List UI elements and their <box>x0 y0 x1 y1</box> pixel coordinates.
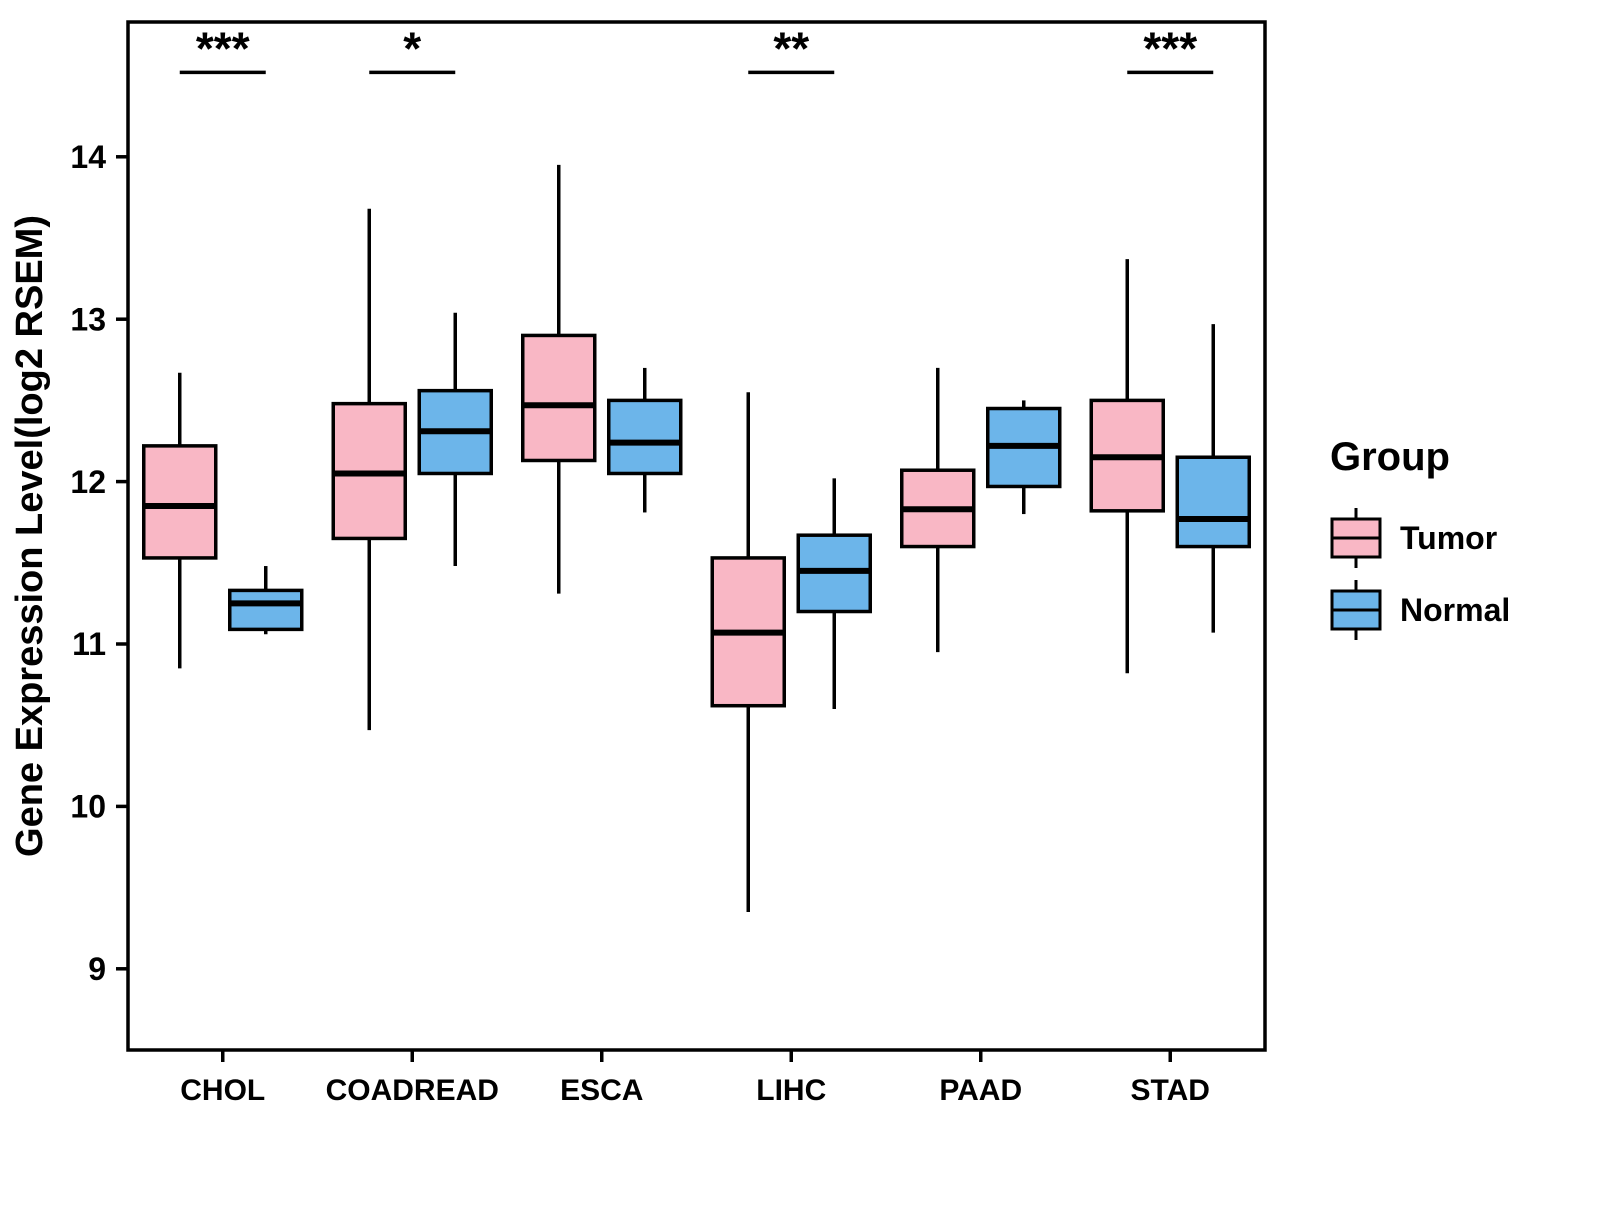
boxplot-normal-esca <box>607 367 683 513</box>
boxplot-tumor-stad <box>1089 259 1165 674</box>
boxplot-normal-paad <box>986 400 1062 515</box>
x-tick-label-chol: CHOL <box>180 1074 265 1107</box>
legend-label-tumor: Tumor <box>1400 520 1497 556</box>
boxplot-tumor-esca <box>521 164 597 594</box>
boxplot-normal-chol <box>228 566 304 635</box>
boxplot-tumor-coadread <box>331 208 407 731</box>
legend-title: Group <box>1330 435 1450 479</box>
x-tick-label-lihc: LIHC <box>756 1074 826 1107</box>
significance-stars-stad: *** <box>1143 22 1197 74</box>
significance-stars-lihc: ** <box>773 22 809 74</box>
x-tick-label-paad: PAAD <box>939 1074 1022 1107</box>
plot-border <box>126 20 1267 1052</box>
box <box>607 398 683 476</box>
y-tick-label: 9 <box>88 951 106 987</box>
significance-stars-chol: *** <box>196 22 250 74</box>
y-axis-title: Gene Expression Level(log2 RSEM) <box>9 215 51 857</box>
legend-item-normal: Normal <box>1330 580 1510 640</box>
box <box>521 333 597 463</box>
legend-item-tumor: Tumor <box>1330 508 1497 568</box>
x-tick-label-esca: ESCA <box>560 1074 643 1107</box>
y-tick-label: 11 <box>72 626 106 662</box>
box <box>228 588 304 632</box>
x-tick-label-stad: STAD <box>1131 1074 1210 1107</box>
significance-stars-coadread: * <box>403 22 421 74</box>
legend-label-normal: Normal <box>1400 592 1510 628</box>
box <box>142 444 218 560</box>
boxplot-tumor-paad <box>900 367 976 653</box>
box <box>1175 455 1251 549</box>
boxplot-normal-lihc <box>796 478 872 709</box>
boxplot-tumor-chol <box>142 372 218 669</box>
boxplot-normal-coadread <box>417 312 493 567</box>
boxplot-normal-stad <box>1175 324 1251 633</box>
y-tick-label: 12 <box>70 464 106 500</box>
y-tick-label: 10 <box>70 789 106 825</box>
boxplot-tumor-lihc <box>710 392 786 912</box>
y-tick-label: 14 <box>70 139 106 175</box>
x-tick-label-coadread: COADREAD <box>326 1074 499 1107</box>
y-tick-label: 13 <box>70 301 106 337</box>
